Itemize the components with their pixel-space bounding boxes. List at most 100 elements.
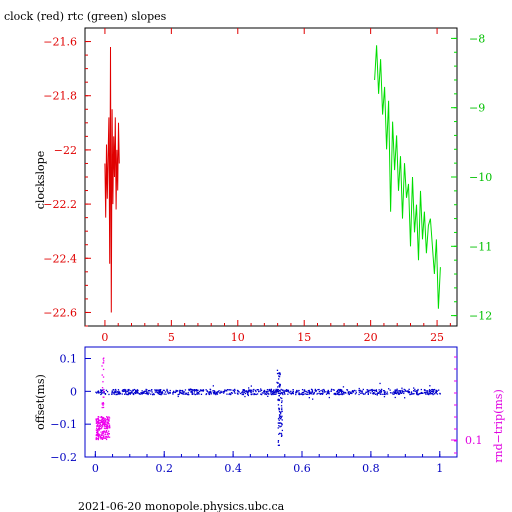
offset-point <box>185 393 187 395</box>
offset-point <box>307 391 309 393</box>
offset-point <box>342 386 345 388</box>
offset-point <box>278 414 281 416</box>
offset-point <box>394 390 396 392</box>
offset-point <box>271 393 273 396</box>
bottom-panel: 0 0.2 0.4 0.6 0.8 1 0.1 0 −0.1 −0.2 0.1 offset(ms)… <box>34 346 505 475</box>
offset-point <box>100 393 102 396</box>
rndtrip-point <box>105 438 108 441</box>
offset-point <box>287 393 289 395</box>
offset-point <box>279 385 281 387</box>
offset-point <box>276 388 278 391</box>
rndtrip-point <box>101 406 103 409</box>
offset-point <box>414 390 416 392</box>
offset-point <box>121 393 123 395</box>
offset-point <box>167 392 169 394</box>
offset-point <box>174 391 176 394</box>
offset-point <box>245 390 247 392</box>
offset-point <box>168 392 170 395</box>
offset-point <box>182 393 185 395</box>
top-left-y-tick-label: −22 <box>54 144 77 157</box>
rndtrip-point <box>100 419 103 421</box>
offset-point <box>394 396 396 399</box>
offset-point <box>281 419 283 421</box>
offset-point <box>111 393 113 395</box>
offset-point <box>196 390 198 392</box>
offset-point <box>422 392 424 394</box>
offset-point <box>228 393 230 395</box>
offset-point <box>194 389 196 391</box>
offset-point <box>321 389 324 391</box>
offset-point <box>205 393 207 396</box>
offset-point <box>214 391 216 393</box>
offset-point <box>314 388 316 391</box>
offset-point <box>364 393 366 395</box>
offset-point <box>141 390 143 392</box>
offset-point <box>95 391 97 393</box>
offset-point <box>229 392 231 395</box>
offset-point <box>428 391 431 393</box>
offset-point <box>181 389 184 392</box>
offset-point <box>318 390 321 393</box>
rndtrip-point <box>103 437 105 439</box>
offset-point <box>401 391 404 393</box>
offset-point <box>127 393 130 395</box>
offset-point <box>140 392 142 394</box>
offset-point <box>277 386 279 388</box>
offset-point <box>97 391 99 393</box>
offset-point <box>426 393 429 395</box>
offset-point <box>410 392 413 394</box>
offset-point <box>280 392 282 394</box>
offset-point <box>274 391 276 393</box>
rndtrip-point <box>104 418 106 420</box>
offset-point <box>237 392 239 395</box>
offset-point <box>118 390 120 393</box>
offset-point <box>280 388 282 391</box>
offset-point <box>200 390 202 392</box>
offset-point <box>401 392 403 394</box>
offset-point <box>115 393 117 396</box>
offset-point <box>371 389 373 392</box>
rndtrip-point <box>105 431 107 433</box>
rndtrip-point <box>103 357 105 359</box>
offset-point <box>153 393 155 396</box>
offset-point <box>280 416 283 418</box>
offset-point <box>373 392 375 394</box>
offset-point <box>374 393 377 395</box>
offset-point <box>178 390 181 392</box>
offset-point <box>277 389 280 391</box>
offset-point <box>126 390 128 393</box>
rndtrip-point <box>102 402 104 404</box>
offset-point <box>152 394 154 396</box>
rndtrip-point <box>105 430 108 432</box>
rndtrip-point <box>96 434 98 436</box>
offset-point <box>243 391 245 394</box>
offset-point <box>247 390 249 392</box>
offset-point <box>328 393 330 395</box>
offset-point <box>374 392 376 394</box>
offset-point <box>115 388 117 391</box>
offset-point <box>146 391 148 393</box>
offset-point <box>319 393 321 395</box>
offset-point <box>298 389 300 392</box>
offset-point <box>434 391 437 393</box>
rndtrip-point <box>101 374 103 376</box>
offset-point <box>241 393 243 396</box>
top-right-y-tick-label: −12 <box>469 310 492 323</box>
offset-point <box>407 390 409 392</box>
rndtrip-point <box>108 416 110 418</box>
rndtrip-point <box>97 419 100 422</box>
offset-point <box>218 390 220 392</box>
rndtrip-point <box>99 416 101 418</box>
rndtrip-point <box>107 433 109 435</box>
offset-point <box>312 393 315 395</box>
rndtrip-point <box>97 435 99 437</box>
offset-point <box>396 390 398 392</box>
rndtrip-point <box>103 435 105 438</box>
offset-point <box>256 393 259 395</box>
offset-point <box>325 391 327 393</box>
offset-point <box>228 389 230 391</box>
offset-point <box>241 391 243 393</box>
offset-point <box>248 390 251 392</box>
offset-point <box>423 391 426 394</box>
offset-point <box>322 392 324 394</box>
